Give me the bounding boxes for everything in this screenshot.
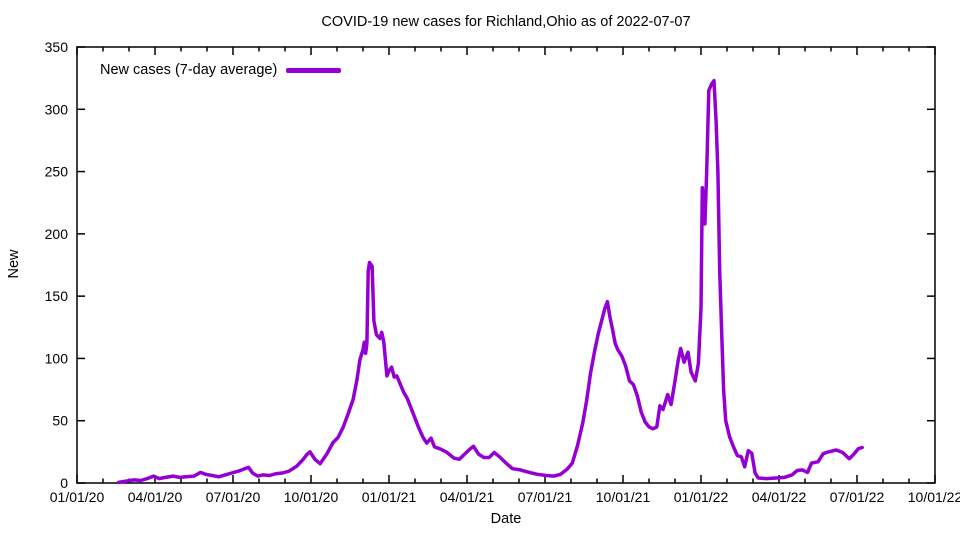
x-tick-label: 01/01/21 bbox=[362, 489, 417, 505]
y-tick-label: 300 bbox=[45, 101, 69, 117]
chart-title: COVID-19 new cases for Richland,Ohio as … bbox=[321, 14, 691, 30]
legend-line-sample-icon bbox=[286, 67, 342, 73]
x-tick-label: 01/01/22 bbox=[674, 489, 729, 505]
y-tick-label: 50 bbox=[52, 413, 68, 429]
x-tick-label: 04/01/22 bbox=[752, 489, 807, 505]
x-tick-label: 04/01/20 bbox=[128, 489, 183, 505]
y-tick-label: 250 bbox=[45, 164, 69, 180]
x-tick-label: 07/01/21 bbox=[518, 489, 573, 505]
legend: New cases (7-day average) bbox=[100, 62, 342, 78]
plot-border bbox=[76, 46, 936, 484]
x-axis-title: Date bbox=[490, 511, 522, 527]
y-tick-label: 200 bbox=[45, 226, 69, 242]
x-tick-label: 07/01/20 bbox=[206, 489, 261, 505]
x-tick-label: 04/01/21 bbox=[440, 489, 495, 505]
x-tick-label: 10/01/22 bbox=[908, 489, 960, 505]
y-tick-label: 100 bbox=[45, 350, 69, 366]
legend-label: New cases (7-day average) bbox=[100, 62, 278, 78]
x-tick-label: 10/01/20 bbox=[284, 489, 339, 505]
x-tick-label: 10/01/21 bbox=[596, 489, 651, 505]
y-tick-label: 350 bbox=[45, 39, 69, 55]
y-tick-label: 0 bbox=[60, 475, 68, 491]
y-tick-label: 150 bbox=[45, 288, 69, 304]
data-line bbox=[116, 78, 864, 485]
x-tick-label: 07/01/22 bbox=[830, 489, 885, 505]
y-axis-title: New bbox=[6, 249, 22, 279]
x-tick-label: 01/01/20 bbox=[50, 489, 105, 505]
